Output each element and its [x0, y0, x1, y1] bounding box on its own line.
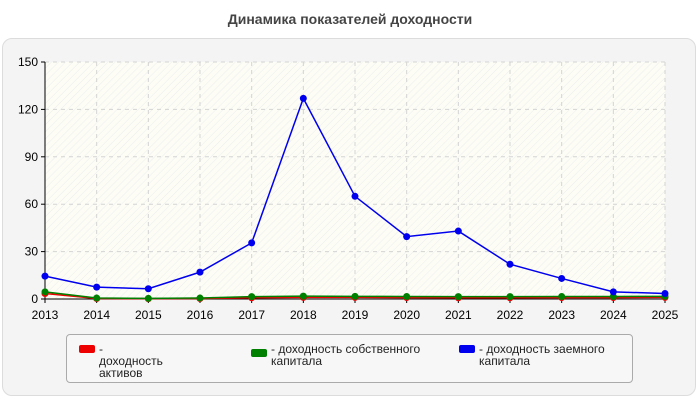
data-point: [454, 293, 462, 301]
data-point: [661, 289, 669, 297]
data-point: [351, 192, 359, 200]
data-point: [93, 294, 101, 302]
legend-label: - доходность активов: [99, 342, 163, 380]
data-point: [351, 292, 359, 300]
x-tick-label: 2019: [342, 308, 369, 322]
y-tick-label: 0: [31, 292, 38, 306]
legend: - доходность активов - доходность собств…: [66, 334, 633, 383]
data-point: [248, 239, 256, 247]
y-tick-label: 60: [25, 197, 39, 211]
legend-swatch-green: [251, 349, 267, 357]
data-point: [609, 288, 617, 296]
x-tick-label: 2022: [497, 308, 524, 322]
data-point: [506, 293, 514, 301]
data-point: [558, 274, 566, 282]
data-point: [299, 292, 307, 300]
legend-swatch-blue: [459, 345, 475, 353]
data-point: [299, 94, 307, 102]
data-point: [403, 233, 411, 241]
x-tick-label: 2015: [135, 308, 162, 322]
y-tick-label: 90: [25, 150, 39, 164]
y-tick-label: 30: [25, 245, 39, 259]
legend-label: - доходность собственного капитала: [271, 342, 421, 368]
x-tick-label: 2016: [187, 308, 214, 322]
data-point: [196, 268, 204, 276]
data-point: [144, 294, 152, 302]
chart-title: Динамика показателей доходности: [227, 11, 473, 27]
data-point: [41, 288, 49, 296]
data-point: [248, 293, 256, 301]
y-tick-label: 120: [18, 102, 38, 116]
x-tick-label: 2017: [238, 308, 265, 322]
legend-label: - доходность заемного капитала: [479, 342, 605, 368]
x-tick-label: 2025: [652, 308, 679, 322]
x-tick-label: 2024: [600, 308, 627, 322]
legend-swatch-red: [79, 345, 95, 353]
data-point: [196, 294, 204, 302]
data-point: [41, 272, 49, 280]
data-point: [403, 292, 411, 300]
x-tick-label: 2021: [445, 308, 472, 322]
y-tick-label: 150: [18, 55, 38, 69]
data-point: [506, 260, 514, 268]
x-tick-label: 2018: [290, 308, 317, 322]
data-point: [558, 292, 566, 300]
data-point: [144, 285, 152, 293]
x-tick-label: 2020: [393, 308, 420, 322]
x-tick-label: 2014: [83, 308, 110, 322]
x-tick-label: 2023: [548, 308, 575, 322]
data-point: [93, 283, 101, 291]
plot-area: [45, 62, 665, 299]
x-tick-label: 2013: [32, 308, 59, 322]
data-point: [454, 227, 462, 235]
